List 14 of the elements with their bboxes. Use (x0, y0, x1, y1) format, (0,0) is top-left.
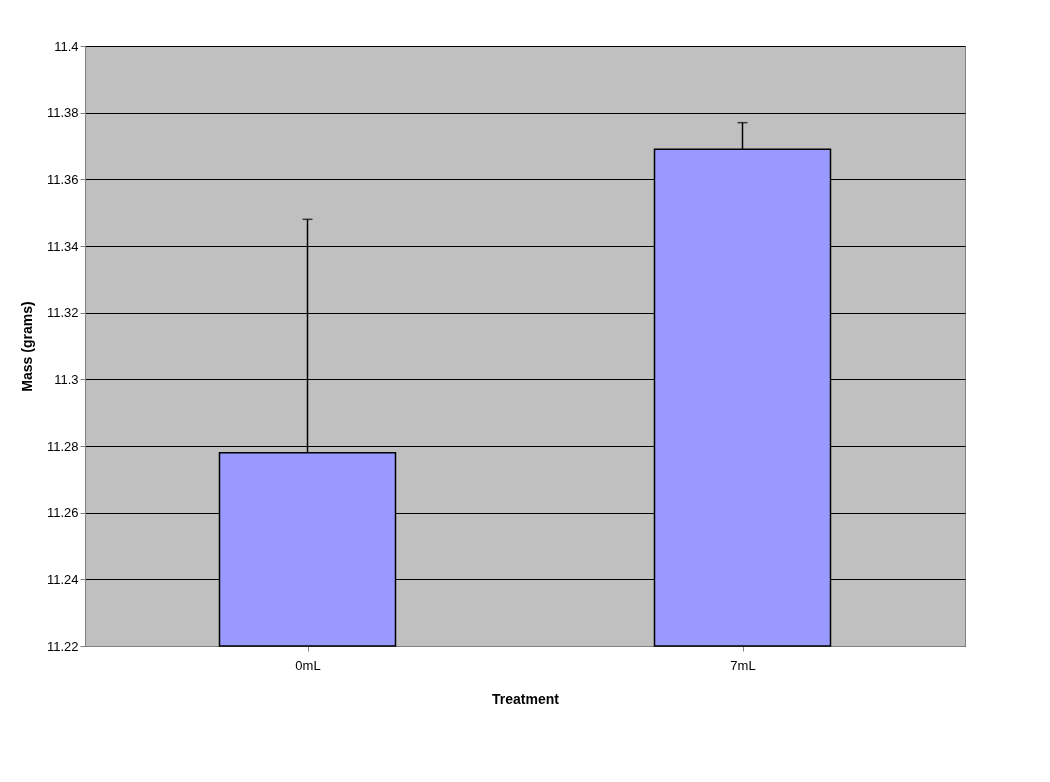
y-tick-label: 11.36 (46, 171, 79, 187)
x-tick-label: 0mL (295, 657, 321, 673)
x-axis-title: Treatment (492, 690, 560, 707)
y-tick-label: 11.24 (46, 571, 79, 587)
y-tick-label: 11.32 (46, 305, 79, 321)
x-tick-label: 7mL (730, 657, 756, 673)
y-tick-label: 11.22 (46, 638, 79, 654)
y-tick-label: 11.4 (54, 38, 79, 54)
y-tick-label: 11.28 (46, 438, 79, 454)
y-tick-label: 11.34 (46, 238, 79, 254)
y-tick-label: 11.26 (46, 505, 79, 521)
y-tick-label: 11.38 (46, 105, 79, 121)
y-tick-label: 11.3 (54, 371, 79, 387)
y-axis-title: Mass (grams) (18, 301, 35, 392)
